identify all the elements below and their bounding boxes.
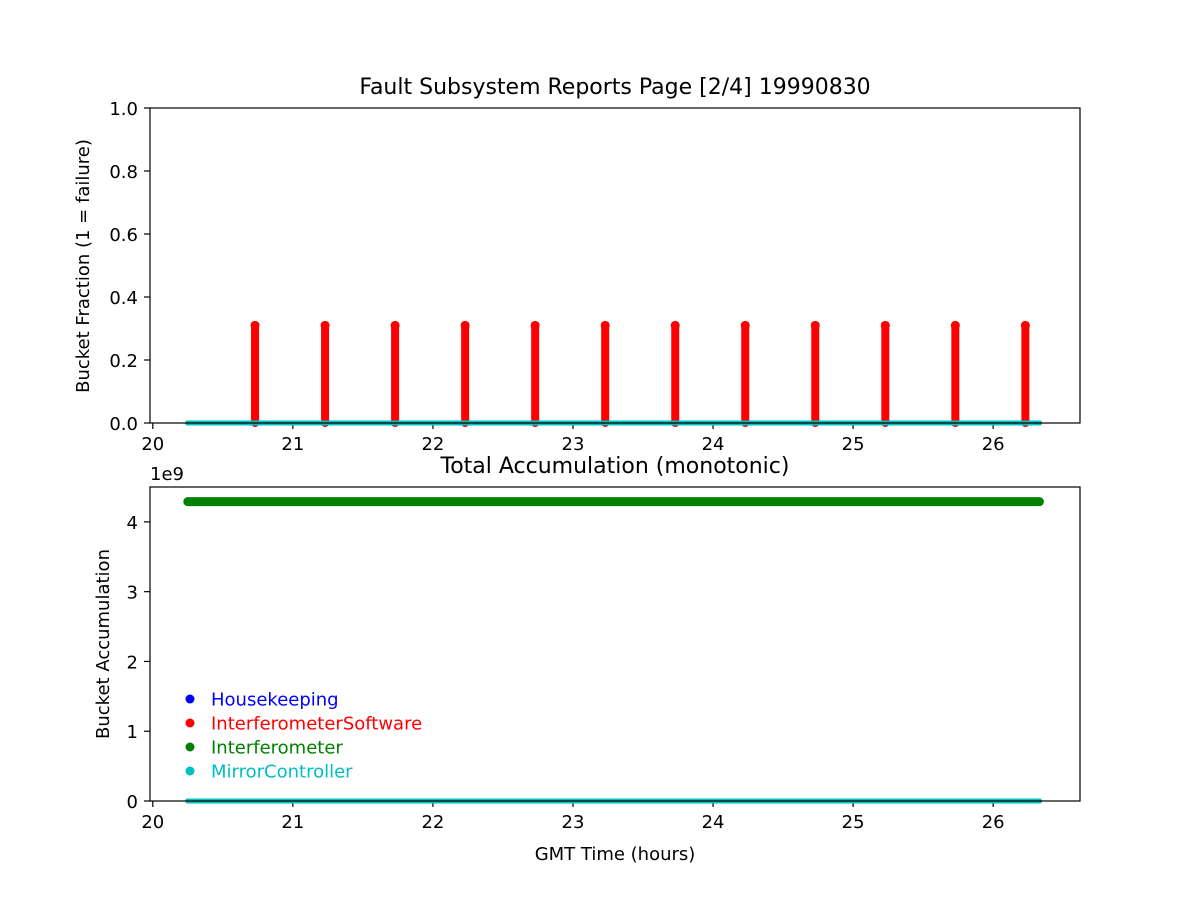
- bottom-x-tick-label: 21: [281, 812, 304, 833]
- accumulation-panel: Total Accumulation (monotonic) 1e9 Bucke…: [93, 454, 1081, 865]
- top-chart-title: Fault Subsystem Reports Page [2/4] 19990…: [359, 75, 870, 100]
- interferometer-software-peak-point: [250, 320, 260, 330]
- bottom-y-tick-label: 0: [127, 792, 138, 813]
- bottom-y-tick-label: 1: [127, 722, 138, 743]
- bottom-chart-title: Total Accumulation (monotonic): [440, 454, 790, 479]
- bottom-plot-frame: [149, 486, 1081, 802]
- bottom-y-offset-label: 1e9: [150, 464, 184, 485]
- legend-label-interferometersoftware: InterferometerSoftware: [211, 714, 422, 735]
- legend: Housekeeping InterferometerSoftware Interf…: [185, 690, 422, 783]
- top-x-tick-label: 21: [281, 434, 304, 455]
- top-x-tick-label: 20: [141, 434, 164, 455]
- top-x-tick-label: 24: [702, 434, 725, 455]
- interferometer-software-peak-point: [460, 320, 470, 330]
- top-x-tick-label: 25: [842, 434, 865, 455]
- legend-label-interferometer: Interferometer: [211, 738, 343, 759]
- interferometer-software-peak-point: [1020, 320, 1030, 330]
- bottom-x-axis-label: GMT Time (hours): [535, 844, 696, 865]
- legend-marker-interferometer: [185, 742, 195, 752]
- interferometer-software-peak-point: [530, 320, 540, 330]
- bottom-x-tick-label: 20: [141, 812, 164, 833]
- top-y-tick-label: 0.8: [109, 162, 138, 183]
- legend-marker-interferometersoftware: [185, 718, 195, 728]
- bottom-x-tick-label: 25: [842, 812, 865, 833]
- bottom-x-tick-label: 26: [982, 812, 1005, 833]
- interferometer-software-peak-point: [810, 320, 820, 330]
- bottom-y-tick-label: 4: [127, 513, 138, 534]
- bottom-x-tick-label: 22: [421, 812, 444, 833]
- interferometer-software-peak-point: [740, 320, 750, 330]
- bottom-x-tick-label: 23: [562, 812, 585, 833]
- top-x-tick-label: 26: [982, 434, 1005, 455]
- interferometer-software-peak-point: [320, 320, 330, 330]
- bottom-y-tick-label: 2: [127, 652, 138, 673]
- fault-fraction-panel: Fault Subsystem Reports Page [2/4] 19990…: [73, 75, 1081, 455]
- top-y-tick-label: 0.6: [109, 225, 138, 246]
- top-y-tick-label: 0.0: [109, 414, 138, 435]
- legend-label-housekeeping: Housekeeping: [211, 690, 339, 711]
- interferometer-software-peak-point: [880, 320, 890, 330]
- legend-label-mirrorcontroller: MirrorController: [211, 762, 353, 783]
- legend-marker-housekeeping: [185, 694, 195, 704]
- interferometer-software-peak-point: [670, 320, 680, 330]
- top-y-tick-label: 0.4: [109, 288, 138, 309]
- top-y-axis-label: Bucket Fraction (1 = failure): [73, 139, 94, 393]
- top-plot-frame: [149, 107, 1081, 424]
- legend-marker-mirrorcontroller: [185, 766, 195, 776]
- bottom-y-tick-label: 3: [127, 583, 138, 604]
- interferometer-software-peak-point: [600, 320, 610, 330]
- top-x-tick-label: 22: [421, 434, 444, 455]
- top-x-tick-label: 23: [562, 434, 585, 455]
- bottom-x-tick-label: 24: [702, 812, 725, 833]
- interferometer-software-peak-point: [390, 320, 400, 330]
- top-y-tick-label: 0.2: [109, 351, 138, 372]
- interferometer-software-peak-point: [950, 320, 960, 330]
- top-y-tick-label: 1.0: [109, 99, 138, 120]
- bottom-y-axis-label: Bucket Accumulation: [93, 549, 114, 739]
